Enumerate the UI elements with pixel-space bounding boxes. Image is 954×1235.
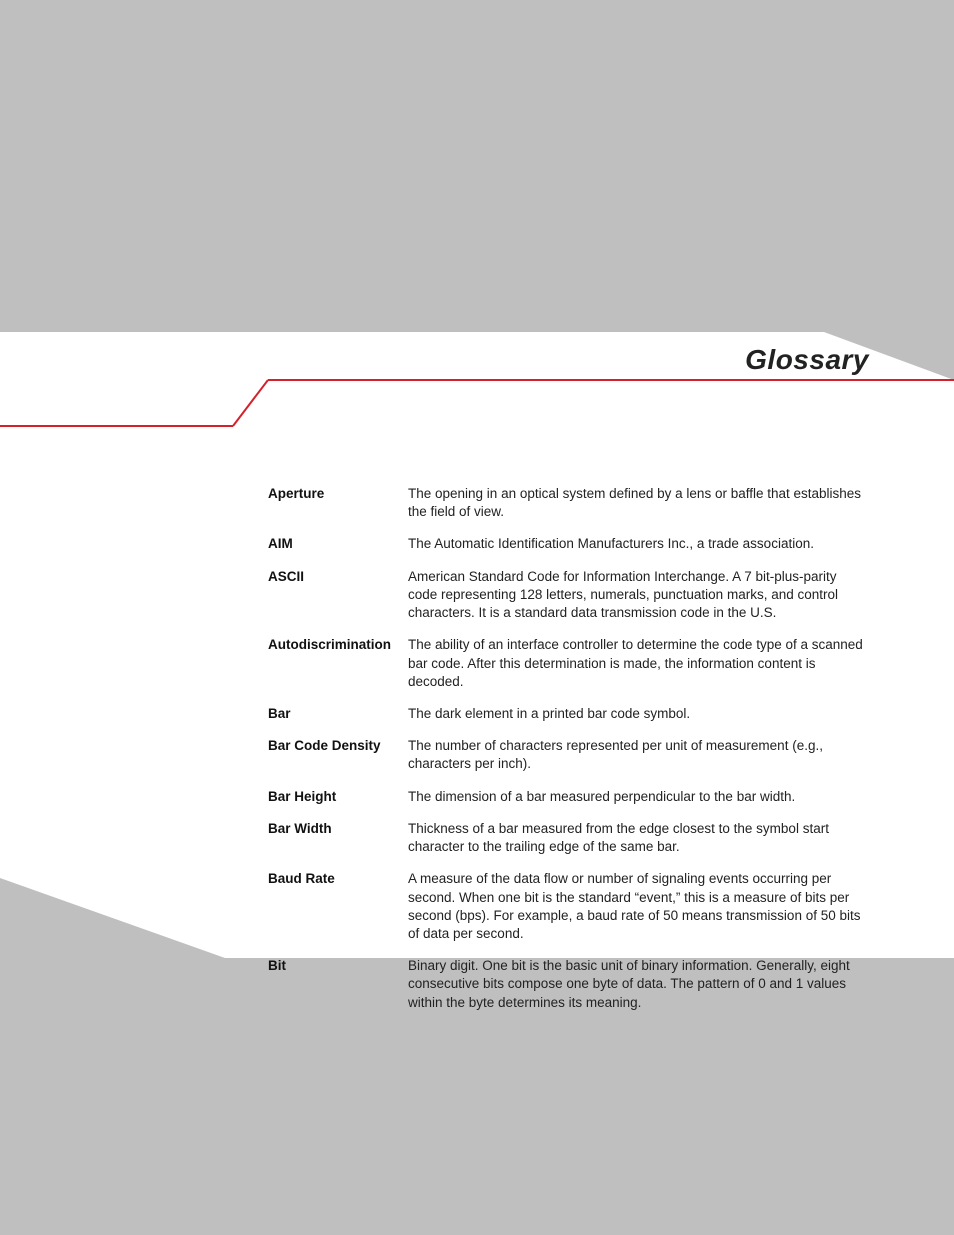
glossary-entry: Bar WidthThickness of a bar measured fro…: [268, 820, 868, 856]
glossary-entry: ASCIIAmerican Standard Code for Informat…: [268, 568, 868, 623]
glossary-term: ASCII: [268, 568, 408, 586]
glossary-term: Bar: [268, 705, 408, 723]
glossary-entry: BitBinary digit. One bit is the basic un…: [268, 957, 868, 1012]
glossary-entry: Bar Code DensityThe number of characters…: [268, 737, 868, 773]
panel-notch-bottom-left: [0, 878, 225, 958]
glossary-definition: The ability of an interface controller t…: [408, 636, 868, 691]
glossary-term: Bar Code Density: [268, 737, 408, 755]
glossary-definition: American Standard Code for Information I…: [408, 568, 868, 623]
glossary-list: ApertureThe opening in an optical system…: [268, 485, 868, 1026]
glossary-term: Bar Width: [268, 820, 408, 838]
glossary-term: Aperture: [268, 485, 408, 503]
glossary-term: Bit: [268, 957, 408, 975]
glossary-term: Bar Height: [268, 788, 408, 806]
glossary-definition: Binary digit. One bit is the basic unit …: [408, 957, 868, 1012]
glossary-definition: Thickness of a bar measured from the edg…: [408, 820, 868, 856]
page-root: Glossary ApertureThe opening in an optic…: [0, 0, 954, 1235]
content-panel: Glossary ApertureThe opening in an optic…: [0, 332, 954, 958]
glossary-definition: The number of characters represented per…: [408, 737, 868, 773]
section-title: Glossary: [745, 344, 869, 376]
glossary-definition: The dark element in a printed bar code s…: [408, 705, 868, 723]
glossary-definition: A measure of the data flow or number of …: [408, 870, 868, 943]
glossary-entry: Baud RateA measure of the data flow or n…: [268, 870, 868, 943]
glossary-definition: The opening in an optical system defined…: [408, 485, 868, 521]
section-divider: [0, 378, 954, 438]
glossary-entry: BarThe dark element in a printed bar cod…: [268, 705, 868, 723]
glossary-definition: The dimension of a bar measured perpendi…: [408, 788, 868, 806]
glossary-entry: Bar HeightThe dimension of a bar measure…: [268, 788, 868, 806]
glossary-definition: The Automatic Identification Manufacture…: [408, 535, 868, 553]
glossary-term: Autodiscrimination: [268, 636, 408, 654]
glossary-term: Baud Rate: [268, 870, 408, 888]
glossary-entry: AIMThe Automatic Identification Manufact…: [268, 535, 868, 553]
glossary-entry: AutodiscriminationThe ability of an inte…: [268, 636, 868, 691]
glossary-entry: ApertureThe opening in an optical system…: [268, 485, 868, 521]
glossary-term: AIM: [268, 535, 408, 553]
